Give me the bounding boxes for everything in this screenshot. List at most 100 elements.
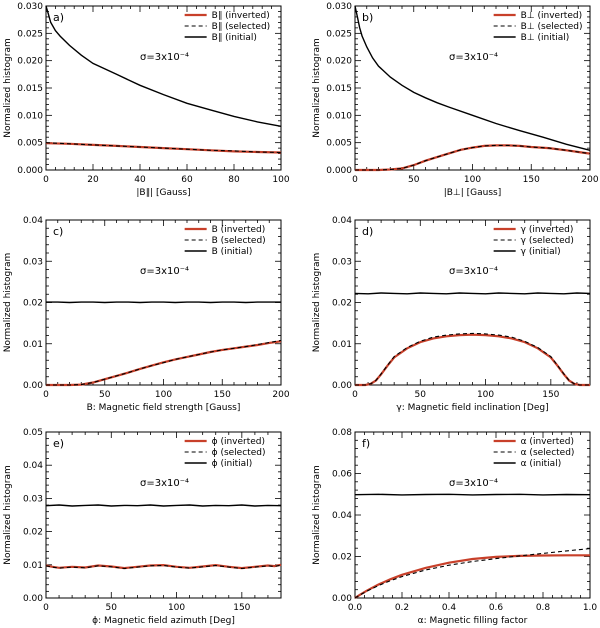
panel-label: a) bbox=[53, 11, 64, 24]
series-line-selected bbox=[355, 144, 591, 171]
y-tick-label: 0.00 bbox=[332, 381, 352, 391]
legend-entry-label: γ (inverted) bbox=[521, 225, 574, 235]
panel-c: 0 50 100 150 200 0.00 0.01 0.02 0.03 0.04 B: Magne… bbox=[3, 216, 290, 413]
panel-label: b) bbox=[362, 11, 373, 24]
panel-d: 0 50 100 150 0.00 0.01 0.02 0.03 0.04 γ: Magnetic… bbox=[312, 216, 591, 413]
y-tick-label: 0.000 bbox=[326, 166, 352, 176]
sigma-annotation: σ=3x10⁻⁴ bbox=[140, 52, 189, 63]
x-tick-label: 0.0 bbox=[348, 603, 363, 613]
series-line-inverted bbox=[354, 554, 590, 599]
legend-entry-label: α (selected) bbox=[521, 448, 575, 458]
legend-entry-label: B⊥ (selected) bbox=[521, 22, 583, 32]
y-tick-label: 0.005 bbox=[326, 139, 352, 149]
y-axis-title: Normalized histogram bbox=[312, 465, 322, 565]
y-tick-label: 0.02 bbox=[23, 299, 43, 309]
y-tick-label: 0.01 bbox=[332, 340, 352, 350]
panel-f: 0.0 0.2 0.4 0.6 0.8 1.0 0.00 0.02 0.04 0.06 0.08 α:… bbox=[312, 428, 597, 626]
legend-entry-label: ϕ (inverted) bbox=[212, 437, 265, 447]
panel-a: 0 20 40 60 80 100 0.000 0.005 0.010 0.015 0.020 0.0… bbox=[3, 2, 290, 198]
x-tick-label: 0.8 bbox=[536, 603, 551, 613]
sigma-annotation: σ=3x10⁻⁴ bbox=[140, 266, 189, 277]
x-tick-label: 50 bbox=[99, 390, 111, 400]
sigma-annotation: σ=3x10⁻⁴ bbox=[449, 266, 498, 277]
x-tick-label: 150 bbox=[214, 390, 231, 400]
series-line-initial bbox=[354, 292, 591, 295]
y-axis-title: Normalized histogram bbox=[3, 465, 13, 565]
legend-entry-label: γ (selected) bbox=[521, 236, 574, 246]
legend-entry-label: ϕ (selected) bbox=[212, 448, 266, 458]
x-axis-title: ϕ: Magnetic field azimuth [Deg] bbox=[92, 616, 235, 626]
x-tick-label: 100 bbox=[272, 175, 289, 185]
y-tick-label: 0.08 bbox=[332, 428, 352, 438]
sigma-annotation: σ=3x10⁻⁴ bbox=[449, 52, 498, 63]
y-tick-label: 0.030 bbox=[17, 2, 43, 12]
legend-entry-label: α (inverted) bbox=[521, 437, 574, 447]
y-tick-label: 0.005 bbox=[17, 139, 43, 149]
x-tick-label: 0 bbox=[352, 390, 358, 400]
y-tick-label: 0.00 bbox=[332, 594, 352, 604]
y-tick-label: 0.015 bbox=[17, 84, 43, 94]
legend-entry-label: α (initial) bbox=[521, 459, 562, 469]
x-axis-title: B: Magnetic field strength [Gauss] bbox=[87, 403, 241, 413]
x-tick-label: 0 bbox=[352, 175, 358, 185]
x-tick-label: 50 bbox=[415, 390, 427, 400]
y-axis-title: Normalized histogram bbox=[312, 253, 322, 353]
x-tick-label: 0.6 bbox=[489, 603, 504, 613]
x-tick-label: 150 bbox=[542, 390, 559, 400]
series-line-inverted bbox=[355, 333, 590, 387]
y-tick-label: 0.02 bbox=[332, 553, 352, 563]
legend-entry-label: B∥ (selected) bbox=[212, 22, 271, 32]
x-tick-label: 40 bbox=[134, 175, 146, 185]
series-line-selected bbox=[45, 142, 282, 154]
y-tick-label: 0.00 bbox=[23, 594, 43, 604]
y-tick-label: 0.025 bbox=[326, 29, 352, 39]
x-tick-label: 50 bbox=[106, 603, 118, 613]
legend-entry-label: γ (initial) bbox=[521, 247, 561, 257]
legend-entry-label: B (inverted) bbox=[212, 225, 266, 235]
y-tick-label: 0.00 bbox=[23, 381, 43, 391]
x-tick-label: 0.2 bbox=[395, 603, 409, 613]
x-tick-label: 0 bbox=[43, 390, 49, 400]
y-tick-label: 0.02 bbox=[332, 299, 352, 309]
legend-entry-label: B⊥ (inverted) bbox=[521, 11, 582, 21]
x-tick-label: 0.4 bbox=[442, 603, 457, 613]
y-tick-label: 0.01 bbox=[23, 340, 43, 350]
x-axis-title: α: Magnetic filling factor bbox=[418, 616, 528, 626]
legend-entry-label: B∥ (inverted) bbox=[212, 11, 270, 21]
y-tick-label: 0.01 bbox=[23, 561, 43, 571]
y-axis-title: Normalized histogram bbox=[312, 38, 322, 138]
y-tick-label: 0.04 bbox=[23, 216, 43, 226]
series-line-selected bbox=[45, 564, 282, 570]
y-tick-label: 0.020 bbox=[326, 57, 352, 67]
series-line-initial bbox=[354, 5, 591, 151]
y-axis-title: Normalized histogram bbox=[3, 253, 13, 353]
y-axis-title: Normalized histogram bbox=[3, 38, 13, 138]
x-axis-title: |B∥| [Gauss] bbox=[136, 188, 190, 198]
x-tick-label: 200 bbox=[272, 390, 289, 400]
legend-entry-label: B⊥ (initial) bbox=[521, 33, 570, 43]
y-tick-label: 0.02 bbox=[23, 528, 43, 538]
y-tick-label: 0.05 bbox=[23, 428, 43, 438]
x-axis-title: |B⊥| [Gauss] bbox=[444, 188, 502, 198]
x-tick-label: 1.0 bbox=[583, 603, 598, 613]
x-tick-label: 150 bbox=[523, 175, 540, 185]
legend-entry-label: B∥ (initial) bbox=[212, 33, 257, 43]
x-tick-label: 0 bbox=[43, 603, 49, 613]
legend-entry-label: B (selected) bbox=[212, 236, 266, 246]
y-tick-label: 0.010 bbox=[326, 111, 352, 121]
x-tick-label: 100 bbox=[155, 390, 172, 400]
y-tick-label: 0.000 bbox=[17, 166, 43, 176]
x-axis-title: γ: Magnetic field inclination [Deg] bbox=[396, 403, 548, 413]
legend-entry-label: ϕ (initial) bbox=[212, 459, 253, 469]
y-tick-label: 0.03 bbox=[23, 494, 43, 504]
y-tick-label: 0.020 bbox=[17, 57, 43, 67]
panel-label: c) bbox=[53, 225, 63, 238]
y-tick-label: 0.04 bbox=[332, 216, 352, 226]
y-tick-label: 0.04 bbox=[23, 461, 43, 471]
series-line-selected bbox=[46, 339, 282, 386]
x-tick-label: 200 bbox=[581, 175, 598, 185]
sigma-annotation: σ=3x10⁻⁴ bbox=[140, 478, 189, 489]
y-tick-label: 0.04 bbox=[332, 511, 352, 521]
panel-label: e) bbox=[53, 437, 64, 450]
